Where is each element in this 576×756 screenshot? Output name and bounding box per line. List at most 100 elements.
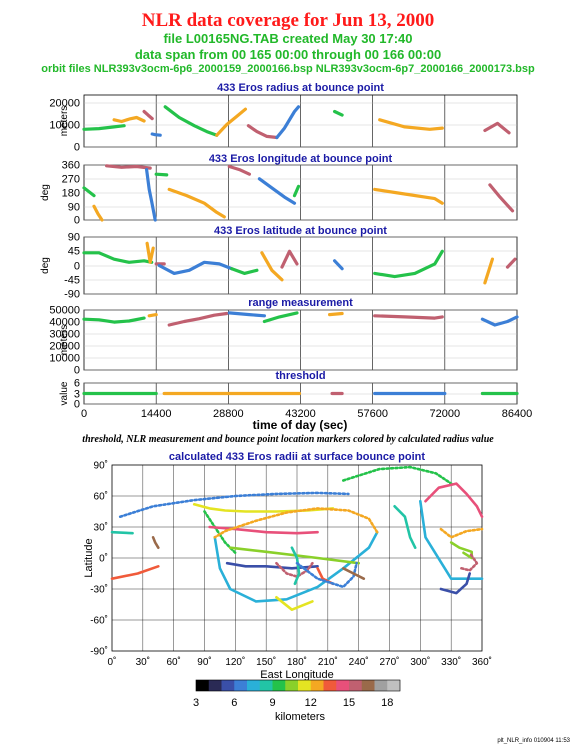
map-track xyxy=(341,566,366,581)
panel-threshold: threshold 630 value xyxy=(59,370,519,411)
colorbar-frame xyxy=(195,679,401,692)
series-track xyxy=(292,184,301,198)
colorbar-swatch xyxy=(374,680,388,691)
series-track xyxy=(373,249,444,279)
series-track xyxy=(167,311,229,327)
x-tick-label: 0 xyxy=(81,408,87,420)
colorbar-swatch xyxy=(196,680,210,691)
x-axis-label: time of day (sec) xyxy=(253,418,348,432)
map-x-tick-label: 270˚ xyxy=(379,656,399,668)
map-title: calculated 433 Eros radii at surface bou… xyxy=(169,451,425,463)
panel-title: 433 Eros latitude at bounce point xyxy=(214,225,387,237)
map-track xyxy=(225,561,319,570)
series-track xyxy=(505,257,517,269)
map-y-tick-label: 90˚ xyxy=(94,460,108,472)
series-track xyxy=(483,257,494,285)
colorbar-swatch xyxy=(310,680,324,691)
map-track xyxy=(449,541,474,560)
x-tick-label: 28800 xyxy=(213,408,244,420)
series-track xyxy=(246,124,279,140)
colorbar-swatch xyxy=(259,680,273,691)
series-track xyxy=(378,118,444,131)
map-track xyxy=(151,535,160,550)
series-track xyxy=(163,105,219,137)
y-axis-label: meters xyxy=(59,325,70,356)
series-track xyxy=(157,260,234,275)
colorbar-tick-label: 18 xyxy=(381,697,393,709)
series-track xyxy=(488,183,515,213)
series-track xyxy=(373,187,444,205)
colorbar: 3 6 9 12 15 18 kilometers xyxy=(193,679,401,723)
map-x-tick-label: 180˚ xyxy=(287,656,307,668)
panel-longitude: 433 Eros longitude at bounce point 360 270… xyxy=(40,153,518,227)
map-track xyxy=(228,546,361,565)
y-tick-label: 0 xyxy=(74,261,80,273)
y-tick-label: 6 xyxy=(74,378,80,390)
map-track xyxy=(439,572,472,595)
series-track xyxy=(483,121,511,135)
panel-map: calculated 433 Eros radii at surface bou… xyxy=(83,451,492,681)
map-x-tick-label: 60˚ xyxy=(166,656,180,668)
colorbar-swatch xyxy=(285,680,299,691)
map-track xyxy=(460,551,479,572)
y-axis-label: value xyxy=(59,381,70,405)
map-track xyxy=(393,504,417,550)
y-tick-label: 3 xyxy=(74,389,80,401)
y-tick-label: 10000 xyxy=(49,120,80,132)
colorbar-swatch xyxy=(272,680,286,691)
series-track xyxy=(104,164,152,170)
series-track xyxy=(257,177,297,205)
colorbar-tick-label: 15 xyxy=(343,697,355,709)
map-y-tick-label: -30˚ xyxy=(90,584,108,596)
map-y-tick-label: 60˚ xyxy=(94,491,108,503)
panel-title: range measurement xyxy=(248,297,353,309)
y-tick-label: 30000 xyxy=(49,329,80,341)
series-track xyxy=(147,313,158,318)
series-track xyxy=(167,187,226,219)
series-track xyxy=(82,186,96,198)
series-track xyxy=(333,109,344,117)
y-tick-label: 10000 xyxy=(49,353,80,365)
map-x-axis-label: East Longitude xyxy=(260,669,333,681)
series-track xyxy=(480,315,519,327)
colorbar-swatch xyxy=(387,680,401,691)
series-track xyxy=(227,164,251,176)
y-axis-label: meters xyxy=(59,106,70,137)
colorbar-swatch xyxy=(361,680,375,691)
colorbar-tick-label: 12 xyxy=(305,697,317,709)
series-track xyxy=(82,251,154,264)
map-x-tick-label: 210˚ xyxy=(318,656,338,668)
series-track xyxy=(230,267,259,275)
colorbar-swatch xyxy=(336,680,350,691)
colorbar-swatch xyxy=(247,680,261,691)
panel-range: range measurement 50000400003000020000100… xyxy=(49,297,519,377)
map-x-tick-label: 0˚ xyxy=(108,656,117,668)
series-track xyxy=(373,314,444,320)
map-x-tick-label: 360˚ xyxy=(472,656,492,668)
series-track xyxy=(154,172,169,177)
y-tick-label: -90 xyxy=(64,289,80,301)
map-y-tick-label: 30˚ xyxy=(94,522,108,534)
map-y-tick-label: -90˚ xyxy=(90,646,108,658)
series-track xyxy=(82,124,126,131)
y-tick-label: 0 xyxy=(74,365,80,377)
series-track xyxy=(112,115,146,124)
span-line: data span from 00 165 00:00 through 00 1… xyxy=(134,47,442,62)
y-tick-label: 270 xyxy=(62,174,80,186)
series-track xyxy=(150,132,162,137)
map-x-tick-label: 90˚ xyxy=(197,656,211,668)
map-track xyxy=(341,465,453,485)
x-tick-label: 43200 xyxy=(285,408,316,420)
series-track xyxy=(82,316,146,324)
map-x-tick-label: 330˚ xyxy=(441,656,461,668)
y-tick-label: 0 xyxy=(74,215,80,227)
y-tick-label: 45 xyxy=(68,246,80,258)
map-track xyxy=(290,546,301,586)
map-x-tick-label: 150˚ xyxy=(256,656,276,668)
colorbar-tick-label: 6 xyxy=(231,697,237,709)
series-track xyxy=(333,259,344,271)
x-tick-label: 57600 xyxy=(357,408,388,420)
map-y-tick-label: 0˚ xyxy=(99,553,108,565)
colorbar-tick-label: 3 xyxy=(193,697,199,709)
